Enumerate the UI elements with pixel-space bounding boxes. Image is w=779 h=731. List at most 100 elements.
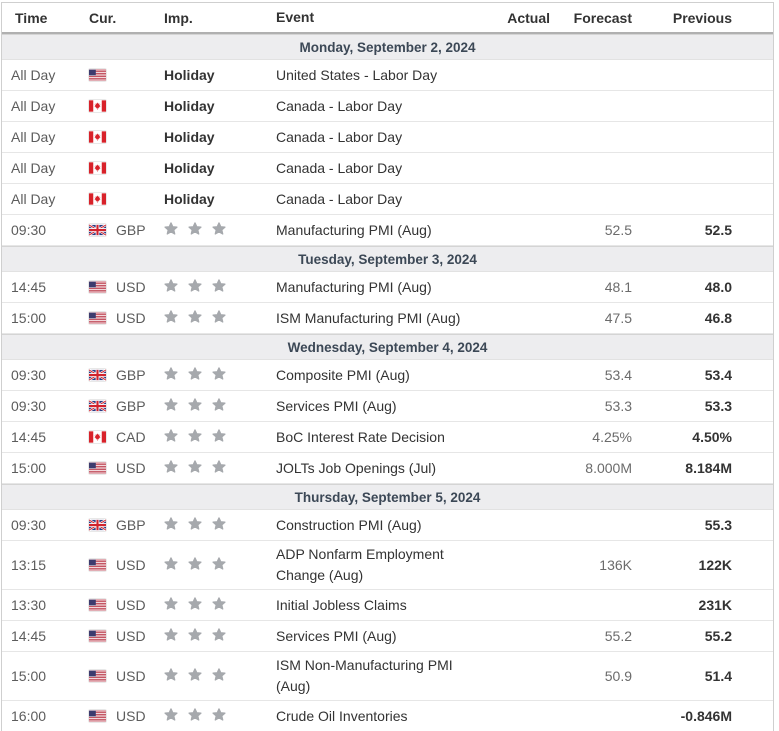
importance-star-icon [164, 557, 178, 573]
event-row[interactable]: All Day Holiday Canada - Labor Day [2, 153, 773, 184]
event-row[interactable]: All Day Holiday Canada - Labor Day [2, 91, 773, 122]
event-row[interactable]: 13:30 USD Initial Jobless Claims 231K [2, 590, 773, 621]
event-cell: Construction PMI (Aug) [268, 515, 488, 536]
holiday-label: Holiday [164, 67, 215, 83]
event-row[interactable]: 09:30 GBP Construction PMI (Aug) 55.3 [2, 510, 773, 541]
event-link[interactable]: Construction PMI (Aug) [276, 516, 422, 533]
event-link[interactable]: United States - Labor Day [276, 66, 438, 83]
importance-star-icon [164, 367, 178, 383]
event-link[interactable]: Canada - Labor Day [276, 128, 403, 145]
event-link[interactable]: ADP Nonfarm Employment Change (Aug) [276, 546, 444, 583]
holiday-label: Holiday [164, 129, 215, 145]
us-flag-icon [89, 710, 106, 722]
currency-code: USD [116, 557, 146, 573]
importance-star-icon [164, 279, 178, 295]
previous-value: 55.2 [704, 628, 732, 644]
event-cell: Manufacturing PMI (Aug) [268, 277, 488, 298]
event-row[interactable]: 16:00 USD Crude Oil Inventories -0.846M [2, 701, 773, 731]
forecast-value: 53.3 [604, 398, 632, 414]
event-link[interactable]: JOLTs Job Openings (Jul) [276, 459, 437, 476]
forecast-value: 4.25% [592, 429, 632, 445]
event-link[interactable]: ISM Manufacturing PMI (Aug) [276, 309, 461, 326]
event-link[interactable]: Canada - Labor Day [276, 159, 403, 176]
us-flag-icon [89, 599, 106, 611]
table-body: Monday, September 2, 2024 All Day Holiday U… [2, 34, 773, 731]
event-row[interactable]: 14:45 USD Manufacturing PMI (Aug) 48.1 48.0 [2, 272, 773, 303]
event-link[interactable]: Services PMI (Aug) [276, 627, 397, 644]
event-cell: Services PMI (Aug) [268, 396, 488, 417]
event-link[interactable]: Manufacturing PMI (Aug) [276, 278, 432, 295]
importance-cell: Holiday [156, 160, 268, 176]
importance-star-icon [188, 429, 202, 445]
event-row[interactable]: 09:30 GBP Composite PMI (Aug) 53.4 53.4 [2, 360, 773, 391]
event-link[interactable]: Services PMI (Aug) [276, 397, 397, 414]
event-link[interactable]: Canada - Labor Day [276, 97, 403, 114]
event-time: 15:00 [11, 668, 47, 684]
us-flag-icon [89, 670, 106, 682]
event-link[interactable]: Manufacturing PMI (Aug) [276, 221, 432, 238]
currency-cell [81, 100, 156, 112]
currency-cell [81, 162, 156, 174]
event-row[interactable]: All Day Holiday United States - Labor Day [2, 60, 773, 91]
event-link[interactable]: Initial Jobless Claims [276, 596, 407, 613]
event-time: 16:00 [11, 708, 47, 724]
importance-cell [156, 279, 268, 295]
table-header-row: Time Cur. Imp. Event Actual Forecast Pre… [2, 3, 773, 34]
canada-flag-icon [89, 431, 106, 443]
event-link[interactable]: Crude Oil Inventories [276, 707, 408, 724]
us-flag-icon [89, 462, 106, 474]
currency-cell: GBP [81, 222, 156, 238]
event-cell: Composite PMI (Aug) [268, 365, 488, 386]
event-row[interactable]: 13:15 USD ADP Nonfarm Employment Change (A… [2, 541, 773, 590]
currency-cell: CAD [81, 429, 156, 445]
forecast-value: 53.4 [604, 367, 632, 383]
importance-star-icon [212, 367, 226, 383]
event-row[interactable]: 09:30 GBP Services PMI (Aug) 53.3 53.3 [2, 391, 773, 422]
importance-star-icon [164, 429, 178, 445]
event-cell: ADP Nonfarm Employment Change (Aug) [268, 544, 488, 586]
previous-value: 53.4 [704, 367, 732, 383]
event-cell: United States - Labor Day [268, 65, 488, 86]
uk-flag-icon [89, 369, 106, 381]
event-time: 14:45 [11, 429, 47, 445]
event-link[interactable]: ISM Non-Manufacturing PMI (Aug) [276, 657, 453, 694]
event-link[interactable]: Canada - Labor Day [276, 190, 403, 207]
event-row[interactable]: All Day Holiday Canada - Labor Day [2, 184, 773, 215]
uk-flag-icon [89, 400, 106, 412]
canada-flag-icon [89, 193, 106, 205]
event-row[interactable]: 14:45 CAD BoC Interest Rate Decision 4.25% 4… [2, 422, 773, 453]
importance-star-icon [212, 310, 226, 326]
event-link[interactable]: Composite PMI (Aug) [276, 366, 410, 383]
event-row[interactable]: 14:45 USD Services PMI (Aug) 55.2 55.2 [2, 621, 773, 652]
currency-cell: USD [81, 310, 156, 326]
importance-star-icon [164, 398, 178, 414]
previous-value: 53.3 [704, 398, 732, 414]
importance-cell: Holiday [156, 191, 268, 207]
event-time: 09:30 [11, 222, 47, 238]
importance-star-icon [164, 460, 178, 476]
event-row[interactable]: 15:00 USD ISM Manufacturing PMI (Aug) 47.5 4… [2, 303, 773, 334]
importance-stars [164, 460, 226, 476]
previous-value: 8.184M [685, 460, 732, 476]
event-cell: Canada - Labor Day [268, 127, 488, 148]
date-header-row: Thursday, September 5, 2024 [2, 484, 773, 510]
event-row[interactable]: All Day Holiday Canada - Labor Day [2, 122, 773, 153]
event-time: All Day [11, 98, 56, 114]
event-row[interactable]: 15:00 USD JOLTs Job Openings (Jul) 8.000M 8.… [2, 453, 773, 484]
currency-cell: GBP [81, 367, 156, 383]
date-header-row: Tuesday, September 3, 2024 [2, 246, 773, 272]
currency-code: USD [116, 310, 146, 326]
event-time: All Day [11, 191, 56, 207]
currency-code: USD [116, 279, 146, 295]
us-flag-icon [89, 281, 106, 293]
importance-star-icon [188, 517, 202, 533]
us-flag-icon [89, 630, 106, 642]
event-row[interactable]: 15:00 USD ISM Non-Manufacturing PMI (Aug) 5… [2, 652, 773, 701]
currency-code: USD [116, 460, 146, 476]
event-row[interactable]: 09:30 GBP Manufacturing PMI (Aug) 52.5 52.5 [2, 215, 773, 246]
previous-value: 4.50% [692, 429, 732, 445]
event-link[interactable]: BoC Interest Rate Decision [276, 428, 445, 445]
event-time: 15:00 [11, 460, 47, 476]
holiday-label: Holiday [164, 191, 215, 207]
